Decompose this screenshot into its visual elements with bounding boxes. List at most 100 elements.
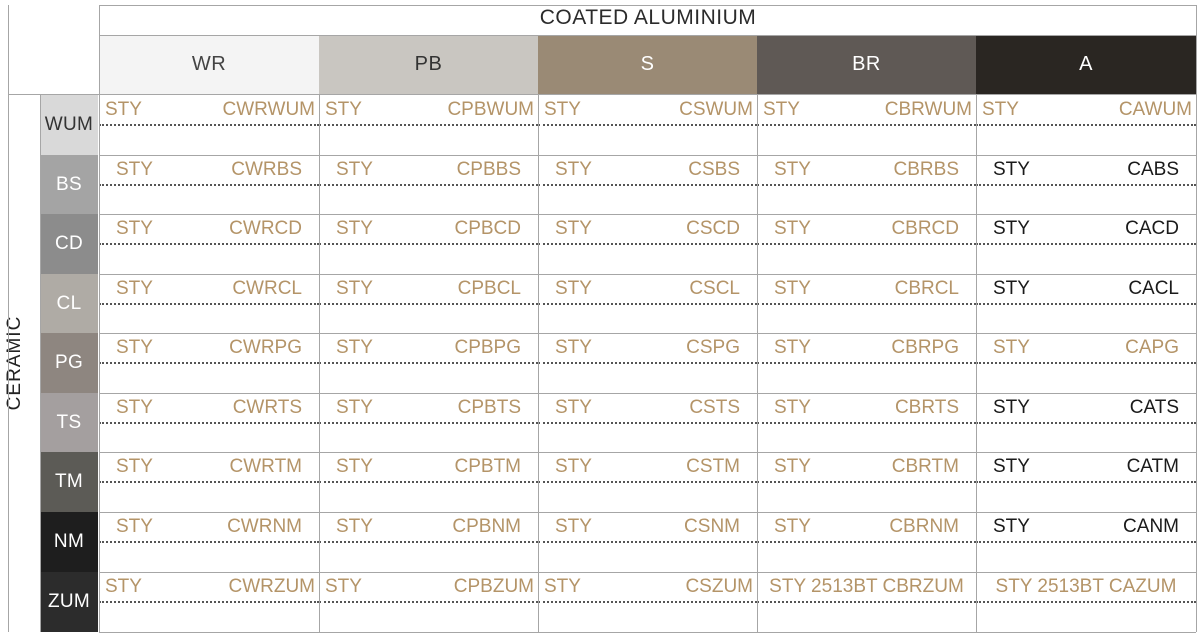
cell-code: CBRCL [894, 278, 959, 299]
grid-line [99, 274, 1196, 275]
dotted-line [757, 95, 976, 126]
cell-code: CPBCL [457, 278, 521, 299]
dotted-line [99, 155, 319, 186]
dotted-line [538, 274, 757, 305]
cell-sty: STY [993, 337, 1030, 358]
cell-code: CWRNM [227, 516, 302, 537]
cell-sty: STY [982, 99, 1019, 120]
cell-sty: STY [993, 397, 1030, 418]
table-cell: STY CBRCD [757, 214, 976, 274]
cell-sty: STY [116, 218, 153, 239]
dotted-line [976, 95, 1196, 126]
grid-line [538, 94, 539, 632]
grid-line [99, 5, 1196, 6]
cell-sty: STY [105, 576, 142, 597]
row-header-nm: NM [40, 512, 98, 572]
table-cell: STY CSZUM [538, 572, 757, 632]
cell-code: CWRBS [231, 159, 302, 180]
cell-code: CBRCD [891, 218, 959, 239]
table-cell: STY CSTS [538, 393, 757, 452]
cell-code: CBRWUM [884, 99, 972, 120]
cell-sty: STY [774, 218, 811, 239]
cell-code: CATS [1129, 397, 1179, 418]
dotted-line [757, 452, 976, 483]
dotted-line [976, 274, 1196, 305]
table-cell: STY CWRTS [99, 393, 319, 452]
cell-code: STY 2513BT CBRZUM [769, 576, 964, 597]
table-cell: STY CACD [976, 214, 1196, 274]
table-cell: STY CPBWUM [319, 95, 538, 155]
table-cell: STY CSCD [538, 214, 757, 274]
cell-code: CPBZUM [453, 576, 534, 597]
grid-line [8, 94, 1196, 95]
dotted-line [319, 572, 538, 603]
dotted-line [757, 572, 976, 603]
table-cell: STY CSNM [538, 512, 757, 572]
cell-code: CSCL [689, 278, 740, 299]
table-cell: STY CBRNM [757, 512, 976, 572]
table-cell: STY CWRCD [99, 214, 319, 274]
cell-sty: STY [774, 456, 811, 477]
grid-line [757, 94, 758, 632]
top-header: COATED ALUMINIUM [539, 6, 757, 29]
dotted-line [976, 572, 1196, 603]
table-cell: STY CATS [976, 393, 1196, 452]
row-header-pg: PG [40, 333, 98, 393]
cell-code: STY 2513BT CAZUM [995, 576, 1177, 597]
cell-sty: STY [555, 516, 592, 537]
dotted-line [538, 155, 757, 186]
column-header-s: S [538, 35, 757, 94]
row-header-ts: TS [40, 393, 98, 452]
table-cell: STY CPBNM [319, 512, 538, 572]
dotted-line [757, 214, 976, 245]
dotted-line [976, 155, 1196, 186]
cell-code: CPBNM [452, 516, 521, 537]
cell-sty: STY [116, 456, 153, 477]
table-cell: STY CBRCL [757, 274, 976, 333]
table-cell: STY CBRTM [757, 452, 976, 512]
grid-line [1196, 5, 1197, 632]
table-cell: STY CACL [976, 274, 1196, 333]
cell-sty: STY [555, 337, 592, 358]
row-header-tm: TM [40, 452, 98, 512]
cell-code: CWRPG [229, 337, 302, 358]
dotted-line [99, 393, 319, 424]
cell-sty: STY [336, 278, 373, 299]
row-header-zum: ZUM [40, 572, 98, 632]
table-cell: STY CSTM [538, 452, 757, 512]
dotted-line [538, 214, 757, 245]
dotted-line [99, 572, 319, 603]
table-cell: STY CATM [976, 452, 1196, 512]
table-cell: STY CPBTS [319, 393, 538, 452]
cell-code: CPBCD [454, 218, 521, 239]
row-header-cl: CL [40, 274, 98, 333]
table-cell: STY CWRNM [99, 512, 319, 572]
table-cell: STY CPBCL [319, 274, 538, 333]
dotted-line [757, 512, 976, 543]
row-header-bs: BS [40, 155, 98, 214]
dotted-line [319, 214, 538, 245]
dotted-line [99, 274, 319, 305]
dotted-line [319, 452, 538, 483]
dotted-line [976, 393, 1196, 424]
cell-code: CSZUM [685, 576, 753, 597]
grid-line [99, 155, 1196, 156]
table-cell: STY CPBBS [319, 155, 538, 214]
dotted-line [319, 95, 538, 126]
cell-code: CABS [1127, 159, 1179, 180]
dotted-line [757, 393, 976, 424]
cell-sty: STY [555, 278, 592, 299]
table-cell: STY CAPG [976, 333, 1196, 393]
table-cell: STY CANM [976, 512, 1196, 572]
table-cell: STY CWRTM [99, 452, 319, 512]
cell-sty: STY [116, 337, 153, 358]
table-cell: STY CWRPG [99, 333, 319, 393]
cell-code: CSTS [689, 397, 740, 418]
table-cell: STY CSPG [538, 333, 757, 393]
cell-sty: STY [544, 99, 581, 120]
cell-code: CSTM [686, 456, 740, 477]
grid-line [99, 572, 1196, 573]
grid-line [99, 393, 1196, 394]
dotted-line [99, 333, 319, 364]
grid-line [319, 94, 320, 632]
